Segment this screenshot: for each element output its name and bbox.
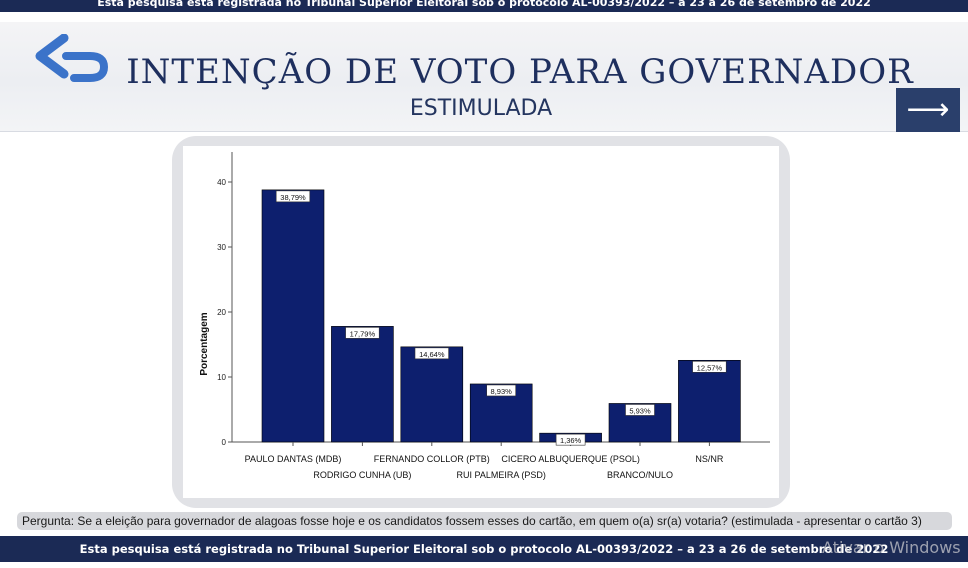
category-label: BRANCO/NULO [607, 470, 673, 480]
y-tick-label: 20 [217, 308, 226, 317]
category-label: FERNANDO COLLOR (PTB) [374, 454, 490, 464]
data-label: 12,57% [697, 363, 723, 372]
bar [400, 346, 464, 443]
y-tick-label: 40 [217, 178, 226, 187]
category-label: CICERO ALBUQUERQUE (PSOL) [501, 454, 640, 464]
bar [261, 189, 325, 443]
data-label: 14,64% [419, 350, 445, 359]
bar-chart: 0 10 20 30 40 Porcentagem 38,79% PAULO DANTAS (… [199, 152, 770, 480]
chart-frame: 0 10 20 30 40 Porcentagem 38,79% PAULO DANTAS (… [172, 136, 790, 508]
y-axis-title: Porcentagem [199, 312, 210, 375]
chart-panel: 0 10 20 30 40 Porcentagem 38,79% PAULO DANTAS (… [183, 146, 779, 498]
next-slide-button[interactable]: ⟶ [896, 88, 960, 132]
data-label-box [692, 360, 727, 373]
data-label-box [625, 404, 655, 416]
y-tick-label: 30 [217, 243, 226, 252]
data-label: 8,93% [491, 387, 513, 396]
header: INTENÇÃO DE VOTO PARA GOVERNADOR ESTIMUL… [0, 22, 968, 132]
y-tick-label: 10 [217, 373, 226, 382]
page-title: INTENÇÃO DE VOTO PARA GOVERNADOR [126, 52, 914, 92]
data-label-box [275, 190, 311, 203]
bar [331, 326, 394, 443]
page-subtitle: ESTIMULADA [409, 96, 553, 121]
data-label: 1,36% [560, 436, 582, 445]
category-label: RUI PALMEIRA (PSD) [457, 470, 546, 480]
survey-question: Pergunta: Se a eleição para governador d… [17, 512, 952, 530]
windows-activation-watermark: Ativar o Windows [822, 538, 961, 557]
data-label-box [414, 347, 449, 360]
bottom-registration-banner: Esta pesquisa está registrada no Tribuna… [0, 536, 968, 562]
top-registration-banner: Esta pesquisa está registrada no Tribuna… [0, 0, 968, 12]
brand-logo-icon [35, 34, 109, 82]
data-label: 5,93% [629, 406, 651, 415]
y-tick-label: 0 [222, 438, 227, 447]
data-label: 17,79% [350, 329, 376, 338]
data-label-box [486, 384, 517, 397]
data-label-box [345, 327, 380, 339]
category-label: RODRIGO CUNHA (UB) [313, 470, 411, 480]
category-label: NS/NR [695, 454, 724, 464]
bar [678, 359, 741, 443]
data-label-box [555, 433, 586, 446]
data-label: 38,79% [280, 193, 306, 202]
category-label: PAULO DANTAS (MDB) [245, 454, 342, 464]
